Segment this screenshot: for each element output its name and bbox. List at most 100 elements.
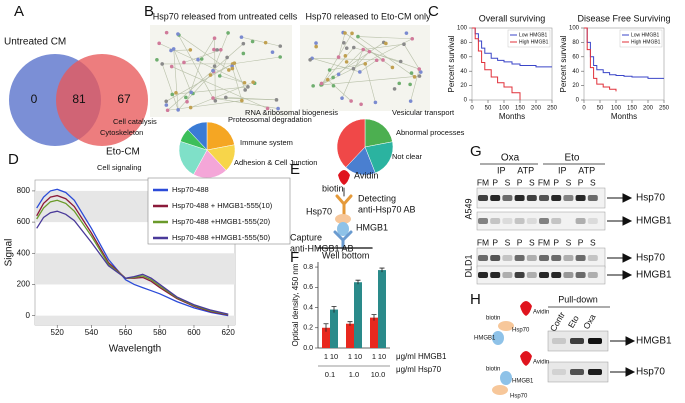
network-edge [338, 49, 364, 75]
lane-label: FM [477, 177, 489, 187]
x-tick-label: 1 [348, 352, 352, 361]
protein-label: HMGB1 [636, 336, 672, 347]
blot-band [587, 218, 598, 224]
pie-slice [187, 121, 208, 151]
network-node [217, 74, 222, 78]
blot-header: Oxa [501, 153, 520, 164]
network-node [227, 68, 231, 72]
blot-band [514, 272, 525, 278]
panel-label: A [14, 3, 24, 20]
protein-label: HMGB1 [636, 216, 672, 227]
network-node [381, 58, 385, 62]
network-node [276, 106, 280, 111]
network-node [336, 55, 341, 59]
network-edge [338, 32, 346, 58]
panel-label: E [290, 161, 300, 178]
grid-band [35, 253, 235, 285]
network-node [219, 48, 223, 52]
y-tick-label: 200 [17, 280, 31, 289]
lane-label: FM [538, 177, 550, 187]
blot-band [514, 195, 525, 201]
network-node [408, 99, 413, 103]
protein-label: HMGB1 [636, 270, 672, 281]
network-edge [241, 36, 281, 47]
network-node [417, 74, 422, 78]
network-node [397, 81, 402, 86]
arrow [607, 193, 633, 203]
blot-band [478, 255, 488, 261]
row-label: μg/ml Hsp70 [396, 365, 442, 374]
lane-label: S [590, 237, 596, 247]
blot-band [502, 195, 513, 201]
network-node [325, 77, 330, 82]
x-tick-label: 200 [531, 106, 542, 112]
pie-slice [364, 118, 393, 148]
network-node [278, 55, 282, 59]
venn-count: 0 [31, 92, 38, 106]
network-node [226, 31, 230, 35]
lane-label: S [505, 177, 511, 187]
series-line [36, 188, 229, 317]
network-node [342, 40, 346, 45]
network-edge [403, 44, 420, 70]
network-node [410, 36, 415, 41]
blot-band [526, 255, 537, 261]
network-edge [353, 51, 370, 69]
chart-title: Overall surviving [479, 13, 546, 23]
network-node [225, 55, 229, 60]
blot-band [526, 272, 537, 278]
blot-band [575, 255, 586, 261]
network-edge [312, 58, 360, 73]
legend-box [507, 29, 551, 48]
network-node [363, 62, 368, 66]
y-tick-label: 100 [569, 26, 580, 32]
cell-line-label: DLD1 [463, 254, 473, 277]
network-node [311, 84, 315, 88]
protein-label: Hsp70 [636, 253, 665, 264]
y-tick-label: 80 [572, 40, 579, 46]
blot-band [490, 255, 501, 261]
legend-label: Hsp70-488 + HMGB1-555(10) [172, 201, 273, 210]
pie-slice [336, 118, 366, 168]
diagram-label: biotin [322, 183, 344, 193]
network-node [331, 75, 335, 80]
blot-band [502, 255, 513, 261]
x-tick-label: 10 [378, 352, 386, 361]
network-node [343, 31, 347, 35]
blot-band [490, 195, 501, 201]
x-tick-label: 50 [485, 106, 492, 112]
series-line [36, 210, 229, 315]
y-tick-label: 100 [457, 26, 468, 32]
blot-band [551, 195, 562, 201]
x-tick-label: 0 [582, 106, 586, 112]
x-tick-label: 150 [515, 106, 526, 112]
network-node [165, 108, 170, 113]
network-node [212, 36, 217, 41]
bar [354, 282, 362, 348]
lane-label: S [566, 237, 572, 247]
panel-label: D [8, 151, 19, 168]
network-edge [190, 81, 254, 108]
network-edge [171, 66, 268, 109]
network-node [169, 64, 174, 69]
bar [346, 323, 354, 348]
schematic-label: Avidin [533, 310, 549, 316]
network-node [211, 96, 215, 100]
network-node [270, 50, 275, 54]
network-node [230, 66, 235, 71]
error-bar [347, 321, 353, 326]
network-node [308, 57, 312, 62]
blot-band [575, 195, 586, 201]
blot-band [551, 255, 562, 261]
network-node [412, 75, 417, 79]
y-tick-label: 60 [572, 54, 579, 60]
diagram-label: anti-HMGB1 AB [290, 243, 354, 253]
legend-label: High HMGB1 [519, 39, 549, 45]
venn-label: Untreated CM [4, 37, 66, 48]
blot-header: IP [497, 165, 506, 175]
blot-band [588, 369, 602, 375]
network-title: Hsp70 released to Eto-CM only [305, 11, 431, 21]
x-tick-label: 580 [153, 328, 167, 337]
network-node [398, 59, 403, 64]
network-node [351, 45, 356, 50]
